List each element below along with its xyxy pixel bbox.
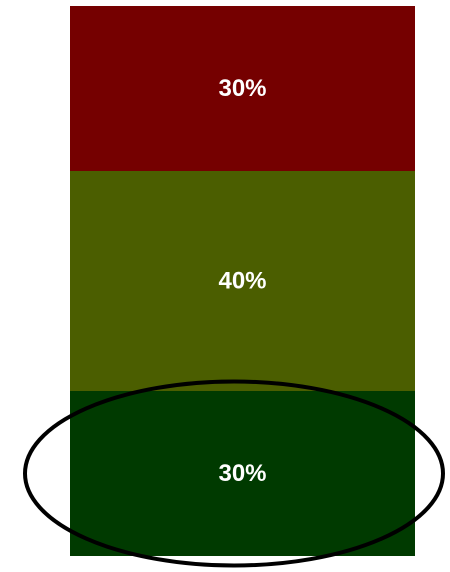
- segment-label-2: 40%: [218, 268, 266, 295]
- segment-labels: 30% 40% 30%: [218, 75, 266, 487]
- segment-label-1: 30%: [218, 75, 266, 102]
- bar-segment-3: [70, 391, 415, 556]
- highlight-ellipse: [23, 379, 445, 568]
- bar-segment-2: [70, 171, 415, 391]
- bar-segment-1: [70, 6, 415, 171]
- segment-label-3: 30%: [218, 460, 266, 487]
- highlight-annotation: [23, 379, 445, 568]
- bar-segments: [70, 6, 415, 556]
